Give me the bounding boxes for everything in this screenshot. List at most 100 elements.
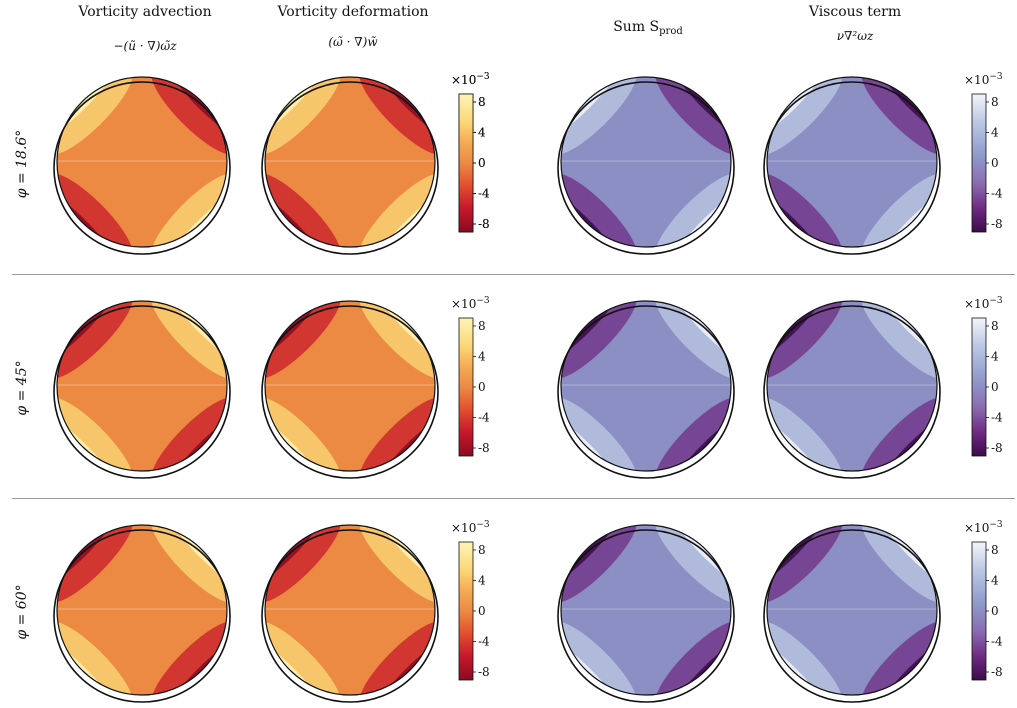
vorticity-lobe <box>655 77 731 155</box>
colorbar-gradient <box>458 93 474 233</box>
cylinder-section <box>560 76 732 248</box>
colorbar-tick-label: -8 <box>991 441 1003 455</box>
colorbar: ×10−3 8 4 0 -4 -8 <box>964 520 1003 681</box>
vorticity-lobe <box>265 301 341 379</box>
vorticity-lobe <box>57 173 133 247</box>
vorticity-lobe <box>359 301 435 379</box>
vorticity-lobe <box>767 621 843 695</box>
vorticity-lobe <box>265 525 341 603</box>
colorbar-tick-label: 0 <box>478 156 486 170</box>
cylinder-outline <box>557 529 735 703</box>
vorticity-lobe <box>655 173 731 247</box>
cylinder-outline <box>53 305 231 479</box>
cylinder-section <box>766 524 938 696</box>
vorticity-lobe <box>561 173 637 247</box>
cylinder-section <box>56 76 228 248</box>
column-formula-viscous: ν∇²ωz <box>837 29 874 43</box>
panel <box>763 524 941 703</box>
vorticity-lobe <box>359 621 435 695</box>
colorbar-tick-label: -8 <box>478 665 490 679</box>
vorticity-lobe <box>561 77 637 155</box>
vorticity-lobe <box>861 525 937 603</box>
panel <box>261 300 439 479</box>
colorbar-tick-label: -4 <box>478 411 490 425</box>
colorbar-tick-label: -4 <box>991 635 1003 649</box>
vorticity-lobe <box>151 621 227 695</box>
colorbar-tick-label: -4 <box>991 411 1003 425</box>
panel <box>763 76 941 255</box>
colorbar-tick-label: -4 <box>478 187 490 201</box>
vorticity-lobe <box>57 621 133 695</box>
colorbar-multiplier: ×10−3 <box>451 296 490 311</box>
colorbar-multiplier: ×10−3 <box>964 296 1003 311</box>
vorticity-lobe <box>861 77 937 155</box>
colorbar-tick-label: -8 <box>478 217 490 231</box>
column-title-viscous: Viscous term <box>808 4 901 20</box>
colorbar-gradient <box>971 317 987 457</box>
vorticity-lobe <box>561 301 637 379</box>
colorbar-tick-label: 8 <box>478 543 486 557</box>
cylinder-section <box>56 300 228 472</box>
colorbar-tick-label: 0 <box>991 156 999 170</box>
colorbar-tick-label: 4 <box>478 574 486 588</box>
colorbar: ×10−3 8 4 0 -4 -8 <box>451 72 490 233</box>
colorbar-multiplier: ×10−3 <box>451 72 490 87</box>
vorticity-lobe <box>359 397 435 471</box>
colorbar-multiplier: ×10−3 <box>964 520 1003 535</box>
panel <box>53 524 231 703</box>
cylinder-outline <box>261 81 439 255</box>
cylinder-outline <box>261 305 439 479</box>
colorbar-gradient <box>458 317 474 457</box>
colorbar-tick-label: 8 <box>991 319 999 333</box>
cylinder-outline <box>53 529 231 703</box>
cylinder-outline <box>261 529 439 703</box>
panel <box>53 300 231 479</box>
cylinder-section <box>766 76 938 248</box>
vorticity-lobe <box>151 77 227 155</box>
colorbar-multiplier: ×10−3 <box>964 72 1003 87</box>
vorticity-lobe <box>655 525 731 603</box>
vorticity-lobe <box>265 173 341 247</box>
vorticity-lobe <box>57 397 133 471</box>
column-formula-advection: −(ũ · ∇)ω̃z <box>113 39 177 53</box>
panels <box>53 76 941 703</box>
colorbar-tick-label: 4 <box>991 574 999 588</box>
vorticity-lobe <box>151 173 227 247</box>
panel <box>763 300 941 479</box>
colorbar-tick-label: 8 <box>478 95 486 109</box>
vorticity-lobe <box>57 77 133 155</box>
row-label-45: φ = 45° <box>14 360 30 415</box>
vorticity-lobe <box>57 301 133 379</box>
colorbar-tick-label: 4 <box>991 126 999 140</box>
panel <box>261 76 439 255</box>
colorbar-tick-label: -8 <box>478 217 490 231</box>
row-labels: φ = 18.6° φ = 45° φ = 60° <box>14 130 30 640</box>
colorbar-tick-label: 8 <box>478 319 486 333</box>
colorbar-gradient <box>971 541 987 681</box>
colorbar-tick-label: 0 <box>478 156 486 170</box>
colorbar-tick-label: 0 <box>478 380 486 394</box>
cylinder-outline <box>763 305 941 479</box>
cylinder-section <box>560 300 732 472</box>
colorbars: ×10−3 8 4 0 -4 -8 ×10−3 8 4 0 -4 -8 ×10−3 8 4 0 -4 -8 ×10−… <box>451 72 1003 681</box>
panel <box>557 300 735 479</box>
vorticity-lobe <box>767 301 843 379</box>
colorbar-tick-label: 0 <box>478 604 486 618</box>
row-label-60: φ = 60° <box>14 584 30 639</box>
colorbar-tick-label: -4 <box>478 635 490 649</box>
vorticity-lobe <box>767 397 843 471</box>
panel <box>53 76 231 255</box>
cylinder-section <box>264 300 436 472</box>
vorticity-lobe <box>861 397 937 471</box>
vorticity-lobe <box>265 77 341 155</box>
vorticity-lobe <box>767 525 843 603</box>
colorbar-tick-label: -4 <box>478 187 490 201</box>
cylinder-section <box>264 76 436 248</box>
vorticity-lobe <box>151 301 227 379</box>
cylinder-outline <box>763 81 941 255</box>
cylinder-outline <box>557 305 735 479</box>
colorbar-gradient <box>971 93 987 233</box>
colorbar-tick-label: 4 <box>478 126 486 140</box>
vorticity-lobe <box>265 621 341 695</box>
